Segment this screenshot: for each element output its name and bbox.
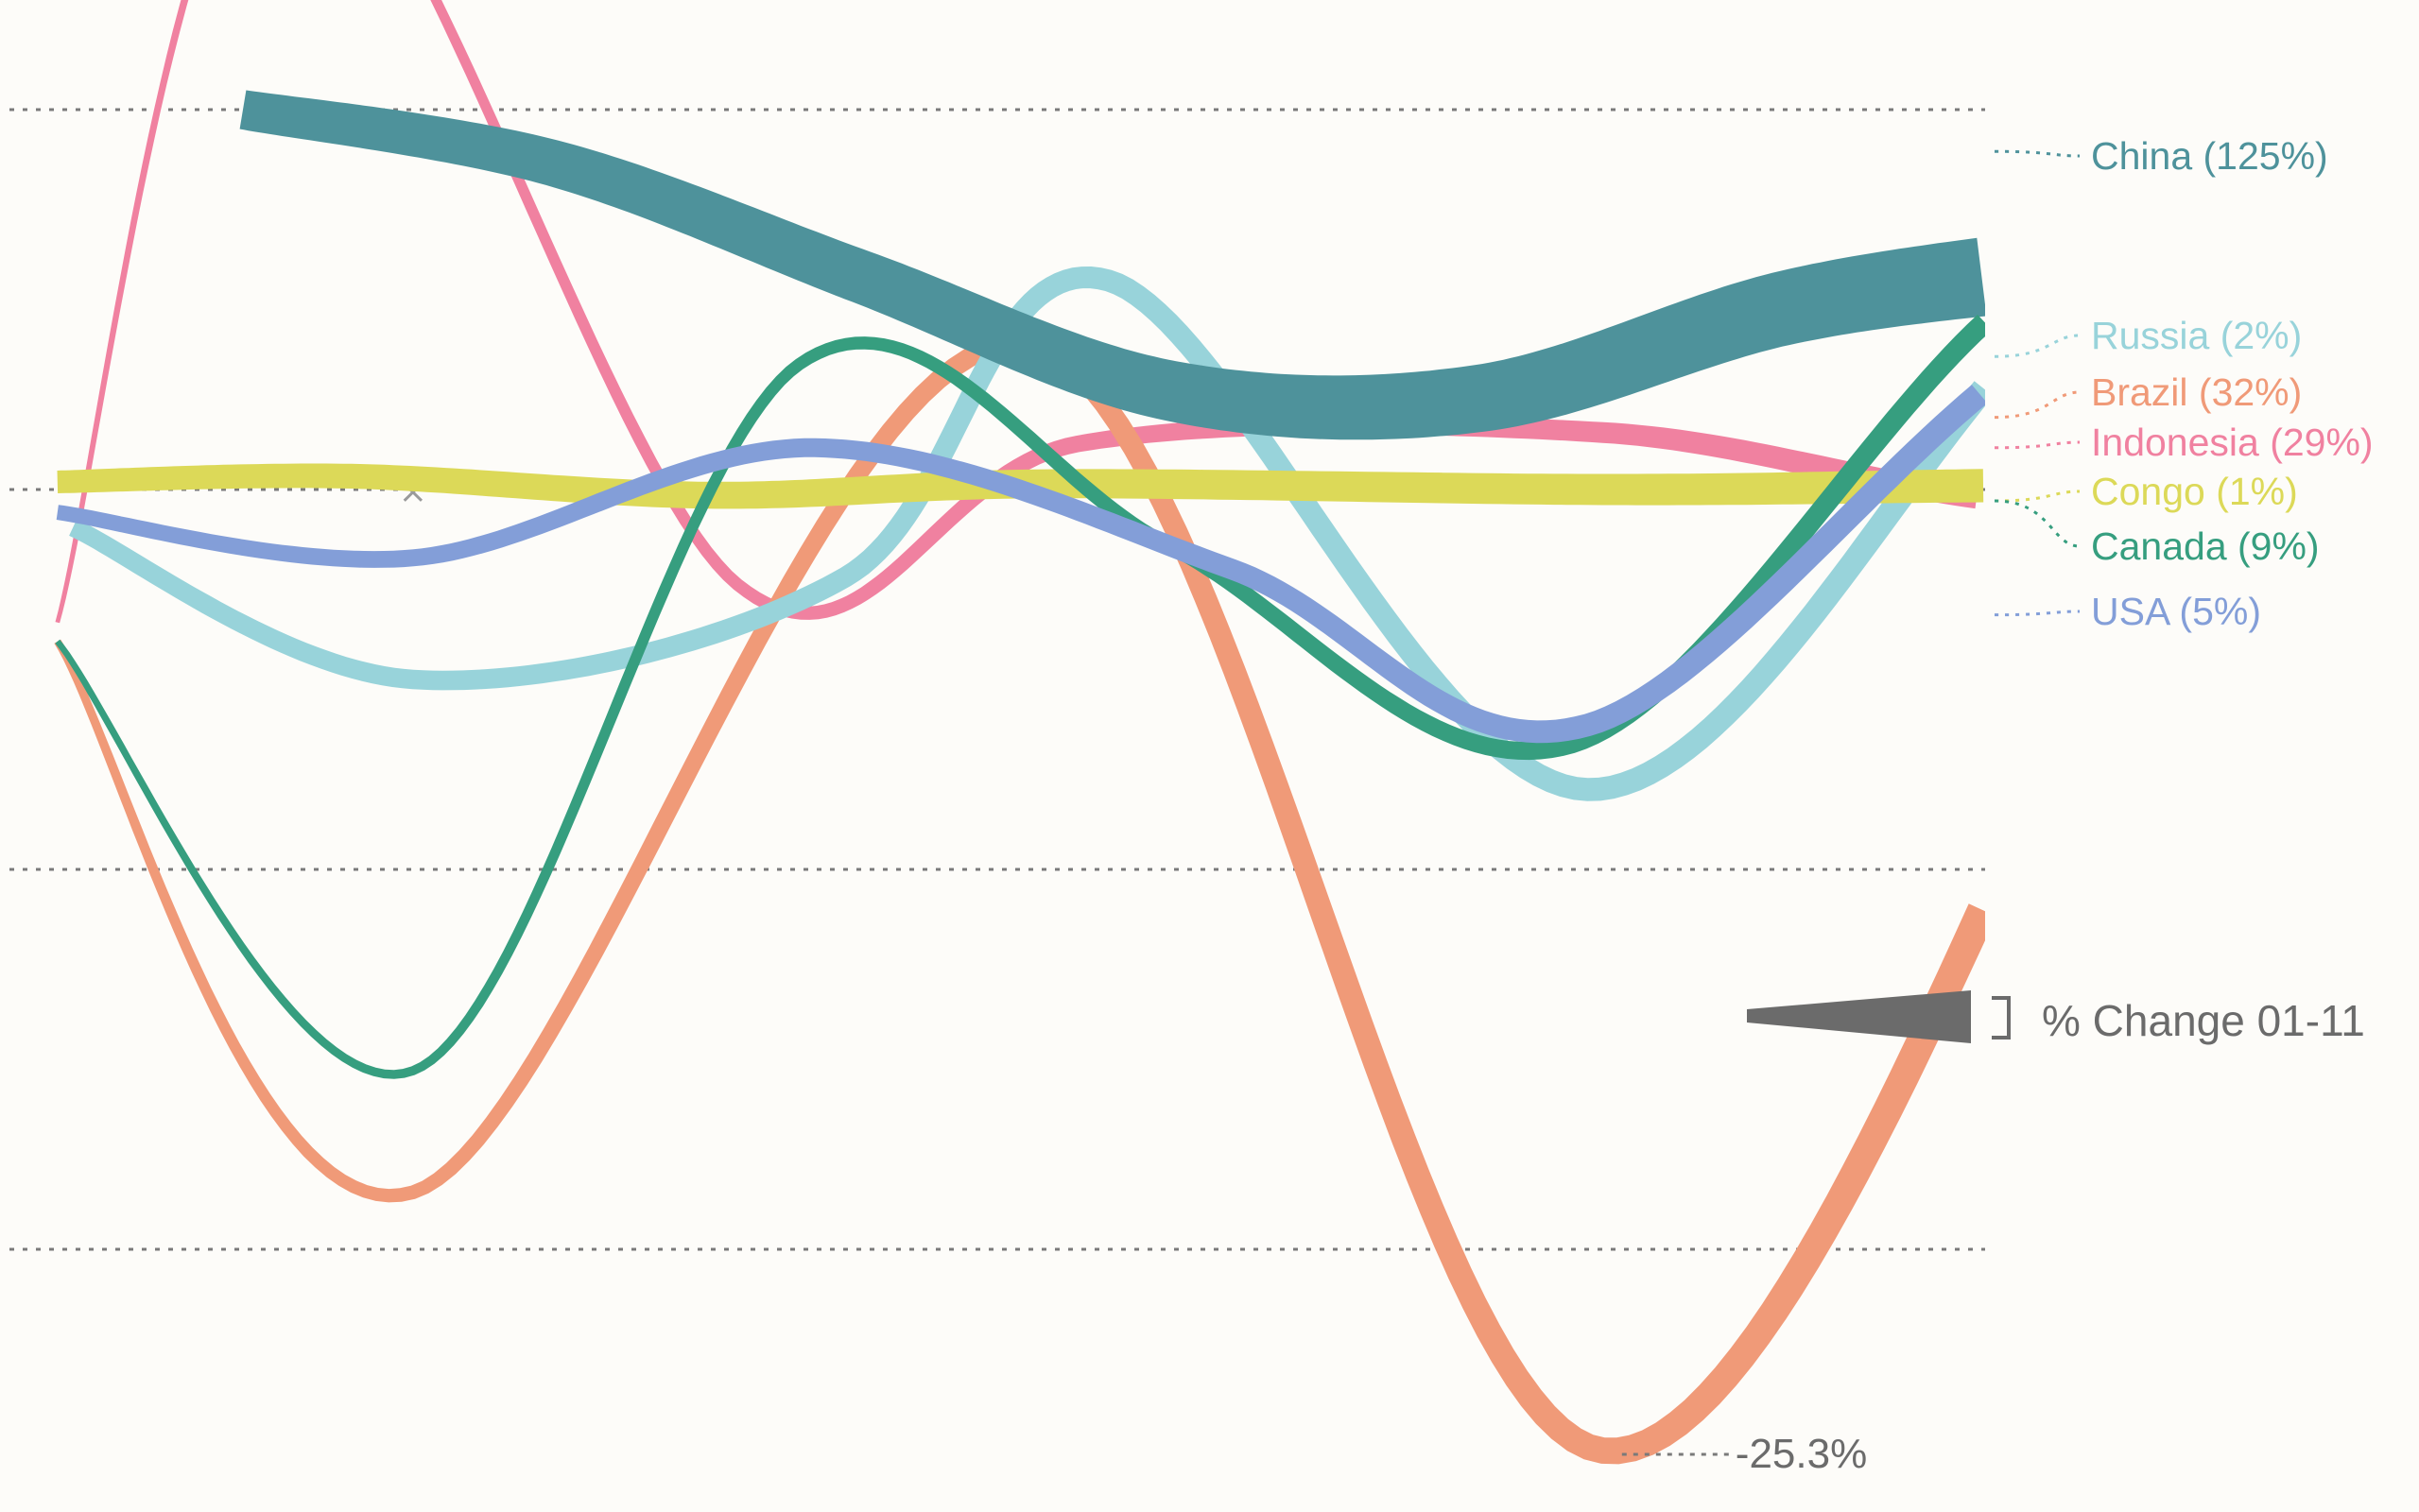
series-label-congo: Congo (1%)	[2091, 470, 2298, 513]
series-label-brazil: Brazil (32%)	[2091, 370, 2302, 414]
series-label-russia: Russia (2%)	[2091, 314, 2302, 357]
leader-line-china	[1994, 149, 2081, 158]
leader-line-usa	[1994, 610, 2081, 617]
series-labels: China (125%) Russia (2%) Brazil (32%) Indon…	[1994, 134, 2374, 633]
series-label-canada: Canada (9%)	[2091, 524, 2320, 568]
legend-label: % Change 01-11	[2042, 996, 2365, 1045]
legend-bracket	[1992, 996, 2011, 1040]
series-label-china: China (125%)	[2091, 134, 2328, 178]
thickness-legend: % Change 01-11	[1747, 990, 2365, 1045]
series-label-indonesia: Indonesia (29%)	[2091, 421, 2374, 464]
leader-line-indonesia	[1994, 440, 2081, 450]
series-line-china	[239, 90, 1985, 440]
annotation-label-0: -25.3%	[1736, 1431, 1867, 1477]
series-line-russia	[69, 266, 1985, 801]
leader-line-canada	[1994, 499, 2081, 548]
leader-line-brazil	[1994, 390, 2081, 420]
series-label-usa: USA (5%)	[2091, 590, 2261, 633]
series-line-canada	[55, 314, 1985, 1079]
series-lines	[54, 0, 1985, 1465]
annotations: -25.3%	[1621, 1431, 1867, 1477]
leader-line-congo	[1994, 490, 2081, 503]
leader-line-russia	[1994, 334, 2081, 358]
legend-wedge	[1747, 990, 1971, 1043]
